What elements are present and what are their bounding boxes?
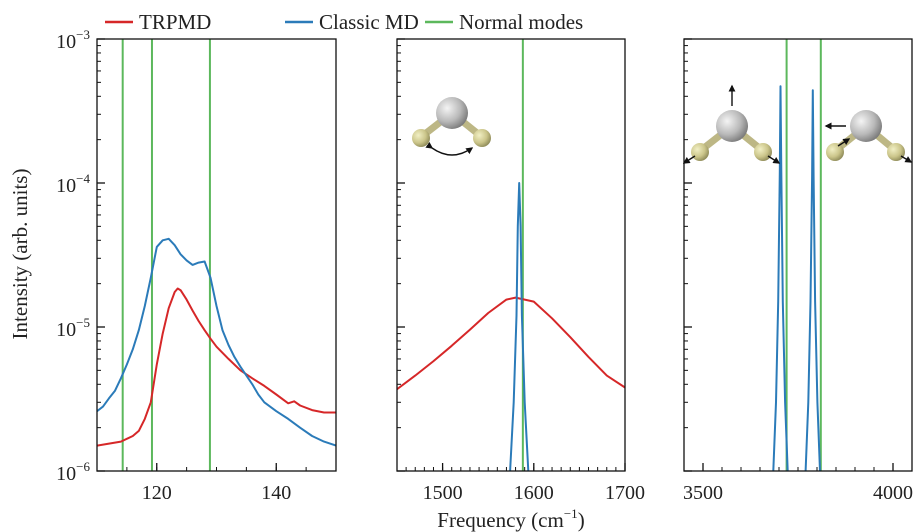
x-tick-label: 1500 xyxy=(423,482,463,504)
x-tick-label: 1700 xyxy=(605,482,645,504)
series-line xyxy=(804,89,821,471)
arrow-icon xyxy=(900,155,913,163)
y-tick-label: 10−4 xyxy=(56,171,90,197)
y-tick-label: 10−6 xyxy=(56,459,90,485)
series-line xyxy=(97,287,336,447)
panel-left: 120 140 xyxy=(96,38,337,504)
y-axis-title: Intensity (arb. units) xyxy=(8,169,32,340)
arrow-icon xyxy=(837,138,851,147)
legend-label-classic-md: Classic MD xyxy=(319,10,419,34)
x-axis-title: Frequency (cm−1) xyxy=(437,506,584,532)
y-tick-label: 10−5 xyxy=(56,315,90,341)
x-tick-label: 3500 xyxy=(683,482,723,504)
series-line xyxy=(509,182,530,471)
arrow-icon xyxy=(682,155,696,164)
bend-arrow-icon xyxy=(425,141,474,156)
asymmetric-stretch-molecule xyxy=(824,110,913,163)
symmetric-stretch-molecule xyxy=(682,84,781,164)
y-tick-label: 10−3 xyxy=(56,27,90,53)
hydrogen-atom xyxy=(691,143,709,161)
legend: TRPMD Classic MD Normal modes xyxy=(105,10,583,34)
hydrogen-atom xyxy=(473,129,491,147)
hydrogen-atom xyxy=(412,129,430,147)
x-tick-label: 140 xyxy=(261,482,291,504)
oxygen-atom xyxy=(850,110,882,142)
panel-middle: 1500 1600 1700 xyxy=(396,38,645,504)
series-line xyxy=(772,85,789,471)
oxygen-atom xyxy=(716,110,748,142)
x-tick-label: 1600 xyxy=(514,482,554,504)
series-line xyxy=(97,237,336,447)
oxygen-atom xyxy=(436,97,468,129)
plot-frame xyxy=(683,38,913,472)
panel-right: 3500 4000 xyxy=(683,38,913,504)
y-tick-labels: 10−3 10−4 10−5 10−6 xyxy=(56,27,90,485)
hydrogen-atom xyxy=(887,143,905,161)
bending-mode-molecule xyxy=(412,97,491,156)
hydrogen-atom xyxy=(826,143,844,161)
series-line xyxy=(397,296,625,391)
hydrogen-atom xyxy=(754,143,772,161)
plot-frame xyxy=(396,38,626,472)
x-tick-label: 4000 xyxy=(873,482,913,504)
legend-label-normal-modes: Normal modes xyxy=(459,10,583,34)
x-tick-label: 120 xyxy=(142,482,172,504)
legend-label-trpmd: TRPMD xyxy=(139,10,211,34)
arrow-icon xyxy=(767,155,781,164)
